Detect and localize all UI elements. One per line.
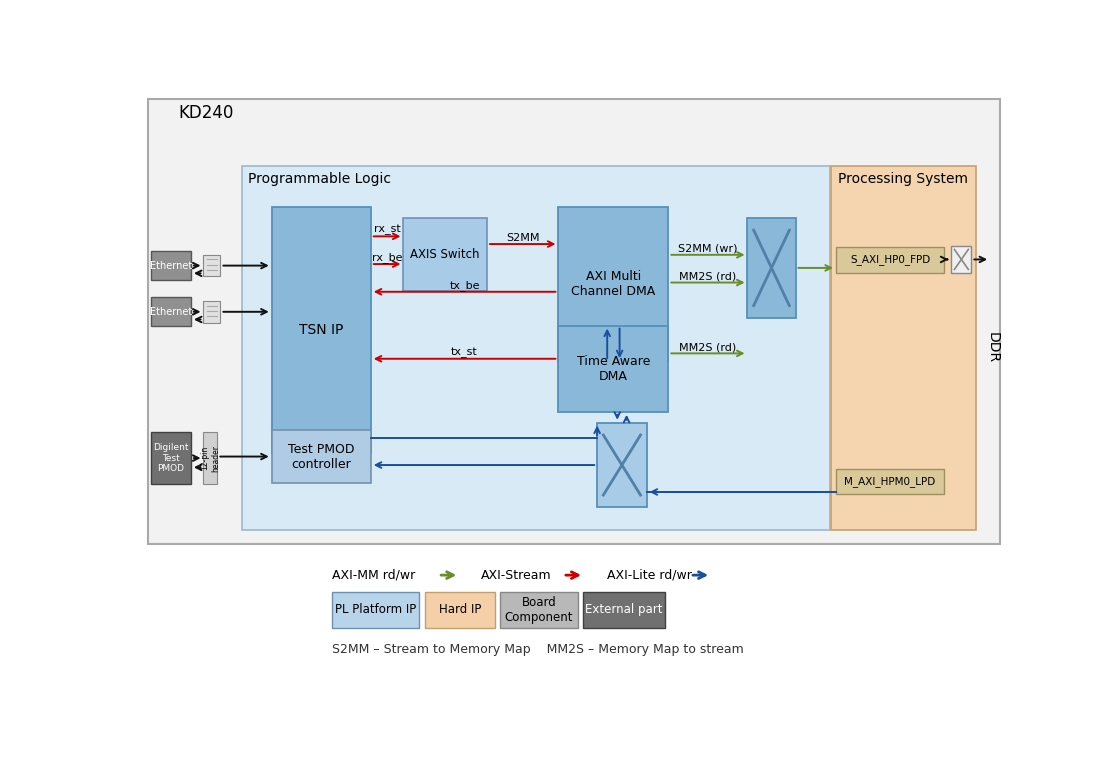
Text: Time Aware
DMA: Time Aware DMA xyxy=(576,355,650,383)
FancyBboxPatch shape xyxy=(583,592,665,628)
Text: Ethernet: Ethernet xyxy=(150,261,192,271)
Text: Ethernet: Ethernet xyxy=(150,307,192,317)
Text: Digilent
Test
PMOD: Digilent Test PMOD xyxy=(153,443,189,473)
FancyBboxPatch shape xyxy=(558,207,668,361)
Text: AXI Multi
Channel DMA: AXI Multi Channel DMA xyxy=(572,270,656,298)
Text: Board
Component: Board Component xyxy=(505,596,573,624)
Text: tx_st: tx_st xyxy=(451,348,478,358)
FancyBboxPatch shape xyxy=(831,166,976,530)
Text: PL Platform IP: PL Platform IP xyxy=(335,603,416,616)
FancyBboxPatch shape xyxy=(204,301,220,323)
Text: tx_be: tx_be xyxy=(450,280,480,291)
FancyBboxPatch shape xyxy=(598,423,647,508)
Text: AXIS Switch: AXIS Switch xyxy=(411,248,480,261)
Text: DDR: DDR xyxy=(986,332,999,363)
FancyBboxPatch shape xyxy=(403,218,487,291)
Text: M_AXI_HPM0_LPD: M_AXI_HPM0_LPD xyxy=(845,476,935,487)
Text: AXI-Stream: AXI-Stream xyxy=(481,569,552,582)
Text: S2MM: S2MM xyxy=(506,233,539,243)
Text: rx_st: rx_st xyxy=(374,225,401,235)
Text: MM2S (rd): MM2S (rd) xyxy=(679,342,736,352)
Text: S2MM – Stream to Memory Map    MM2S – Memory Map to stream: S2MM – Stream to Memory Map MM2S – Memor… xyxy=(332,643,744,656)
FancyBboxPatch shape xyxy=(204,255,220,276)
Text: Programmable Logic: Programmable Logic xyxy=(248,171,392,185)
Text: AXI-MM rd/wr: AXI-MM rd/wr xyxy=(332,569,415,582)
Text: AXI-Lite rd/wr: AXI-Lite rd/wr xyxy=(608,569,692,582)
Text: 12-pin
header: 12-pin header xyxy=(200,445,220,472)
FancyBboxPatch shape xyxy=(836,247,944,272)
Text: S_AXI_HP0_FPD: S_AXI_HP0_FPD xyxy=(850,254,930,265)
FancyBboxPatch shape xyxy=(242,166,829,530)
FancyBboxPatch shape xyxy=(148,99,1000,544)
FancyBboxPatch shape xyxy=(151,297,191,327)
FancyBboxPatch shape xyxy=(332,592,419,628)
Text: MM2S (rd): MM2S (rd) xyxy=(679,272,736,282)
FancyBboxPatch shape xyxy=(747,218,796,318)
Text: Processing System: Processing System xyxy=(838,171,968,185)
FancyBboxPatch shape xyxy=(204,432,217,484)
FancyBboxPatch shape xyxy=(500,592,577,628)
FancyBboxPatch shape xyxy=(151,432,191,484)
FancyBboxPatch shape xyxy=(425,592,495,628)
Text: KD240: KD240 xyxy=(179,104,234,122)
Text: External part: External part xyxy=(585,603,662,616)
FancyBboxPatch shape xyxy=(836,469,944,494)
FancyBboxPatch shape xyxy=(151,251,191,280)
Text: rx_be: rx_be xyxy=(372,252,403,263)
Text: TSN IP: TSN IP xyxy=(299,324,344,338)
Text: Hard IP: Hard IP xyxy=(439,603,481,616)
FancyBboxPatch shape xyxy=(272,431,370,483)
FancyBboxPatch shape xyxy=(272,207,370,453)
FancyBboxPatch shape xyxy=(951,245,971,273)
Text: Test PMOD
controller: Test PMOD controller xyxy=(288,442,355,470)
FancyBboxPatch shape xyxy=(558,326,668,412)
Text: S2MM (wr): S2MM (wr) xyxy=(678,244,737,254)
